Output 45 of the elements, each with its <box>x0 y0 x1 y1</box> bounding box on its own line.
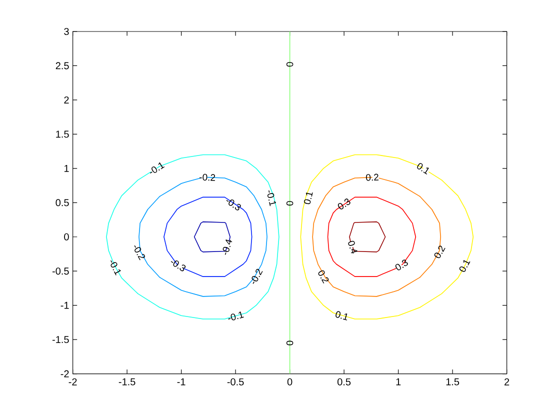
annotation: -0.3 <box>170 260 186 272</box>
y-tick-label: 0.5 <box>56 199 69 206</box>
annotation: -0.1 <box>150 162 165 174</box>
annotation: -0.1 <box>267 190 276 206</box>
annotation: -0.2 <box>200 174 216 181</box>
y-tick-label: -2 <box>60 370 69 378</box>
annotation: -0.2 <box>252 268 263 284</box>
annotation: 0.3 <box>338 198 350 210</box>
y-tick-label: -1.5 <box>52 336 69 344</box>
y-tick-label: 1 <box>64 164 69 172</box>
annotation: 0 <box>286 201 294 206</box>
y-tick-label: 1.5 <box>56 130 69 138</box>
y-tick-label: -1 <box>60 302 69 309</box>
line-series <box>349 221 386 252</box>
annotation: 0.1 <box>459 260 470 272</box>
annotation: 0.1 <box>417 163 429 174</box>
x-tick-label: -0.5 <box>227 378 244 386</box>
annotation: 0 <box>286 62 294 67</box>
annotation: -0.1 <box>110 260 121 276</box>
annotation: -0.1 <box>228 311 244 320</box>
annotation: -0.2 <box>134 245 145 260</box>
x-tick-label: 1 <box>396 378 401 386</box>
x-tick-label: 0.5 <box>337 378 351 386</box>
line-series <box>327 196 416 277</box>
annotation: -0.3 <box>226 199 241 210</box>
annotation: 0.4 <box>348 240 358 254</box>
y-tick-label: 2 <box>64 96 69 104</box>
x-tick-label: 2 <box>504 378 510 386</box>
x-tick-label: -1 <box>177 378 186 386</box>
y-tick-label: 3 <box>64 28 69 36</box>
annotation: 0.1 <box>304 192 313 204</box>
y-tick-label: 2.5 <box>56 62 69 70</box>
y-tick-label: -0.5 <box>52 268 69 275</box>
annotation: -0.4 <box>222 239 232 255</box>
x-tick-label: -1.5 <box>118 378 136 386</box>
annotation: 0.2 <box>318 270 329 284</box>
x-tick-label: 0 <box>287 378 292 386</box>
x-tick-label: 1.5 <box>446 378 460 386</box>
y-tick-label: 0 <box>64 233 69 240</box>
line-series <box>164 196 252 277</box>
annotation: 0.2 <box>366 174 379 181</box>
annotation: 0.2 <box>434 246 446 258</box>
annotation: 0.3 <box>395 260 408 270</box>
annotation: 0 <box>286 340 294 346</box>
annotation: 0.1 <box>336 311 348 320</box>
